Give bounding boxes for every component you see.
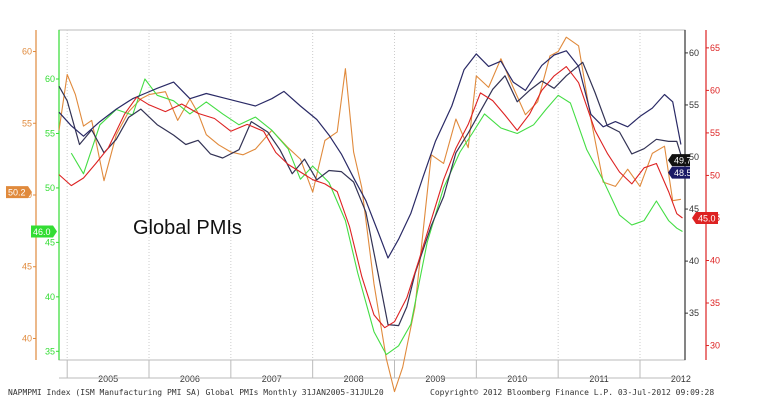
y-tick-label: 60 [22,47,32,57]
last-value-label: 50.2 [8,188,26,198]
y-tick-label: 55 [710,128,720,138]
y-tick-label: 35 [710,298,720,308]
y-tick-label: 40 [22,333,32,343]
y-tick-label: 60 [710,85,720,95]
y-tick-label: 60 [45,74,55,84]
y-tick-label: 40 [689,256,699,266]
y-tick-label: 65 [710,43,720,53]
series-line [58,50,682,259]
x-tick-label: 2011 [589,374,608,384]
y-tick-label: 45 [689,204,699,214]
x-tick-label: 2010 [507,374,527,384]
y-tick-label: 30 [710,341,720,351]
y-tick-label: 45 [22,262,32,272]
series-line [70,78,683,356]
last-value-label: 46.0 [33,227,51,237]
last-value-tag [692,211,718,224]
last-value-label: 48.5 [674,168,692,178]
y-tick-label: 40 [710,255,720,265]
x-tick-label: 2009 [425,374,445,384]
x-tick-label: 2012 [671,374,691,384]
last-value-tags: 50.2 46.0 49.7 48.5 45.0 [6,154,718,238]
x-tick-label: 2006 [180,374,200,384]
series-line [58,61,684,327]
last-value-label: 49.7 [674,156,692,166]
series-line [58,66,683,329]
series-line [58,36,681,393]
x-tick-label: 2007 [262,374,282,384]
y-tick-label: 55 [689,100,699,110]
y-tick-label: 50 [689,152,699,162]
last-value-label: 45.0 [698,213,716,223]
y-tick-label: 45 [45,237,55,247]
y-tick-label: 55 [45,128,55,138]
x-gridlines [66,30,641,378]
y-tick-label: 50 [45,183,55,193]
last-value-tag [31,225,57,238]
x-tick-label: 2008 [344,374,364,384]
y-tick-label: 55 [22,118,32,128]
plot-area-border [58,29,686,361]
footer-copyright: Copyright© 2012 Bloomberg Finance L.P. 0… [430,388,715,397]
last-value-tag [668,166,690,179]
y-tick-label: 50 [710,170,720,180]
y-tick-label: 40 [45,292,55,302]
last-value-tag [668,154,690,167]
y-tick-label: 35 [689,308,699,318]
y-tick-label: 35 [45,346,55,356]
last-value-tag [6,186,32,199]
x-tick-label: 2005 [98,374,118,384]
y-tick-label: 60 [689,48,699,58]
series-group [58,36,684,393]
footer-source: NAPMPMI Index (ISM Manufacturing PMI SA)… [8,388,384,397]
chart-title: Global PMIs [133,217,242,239]
